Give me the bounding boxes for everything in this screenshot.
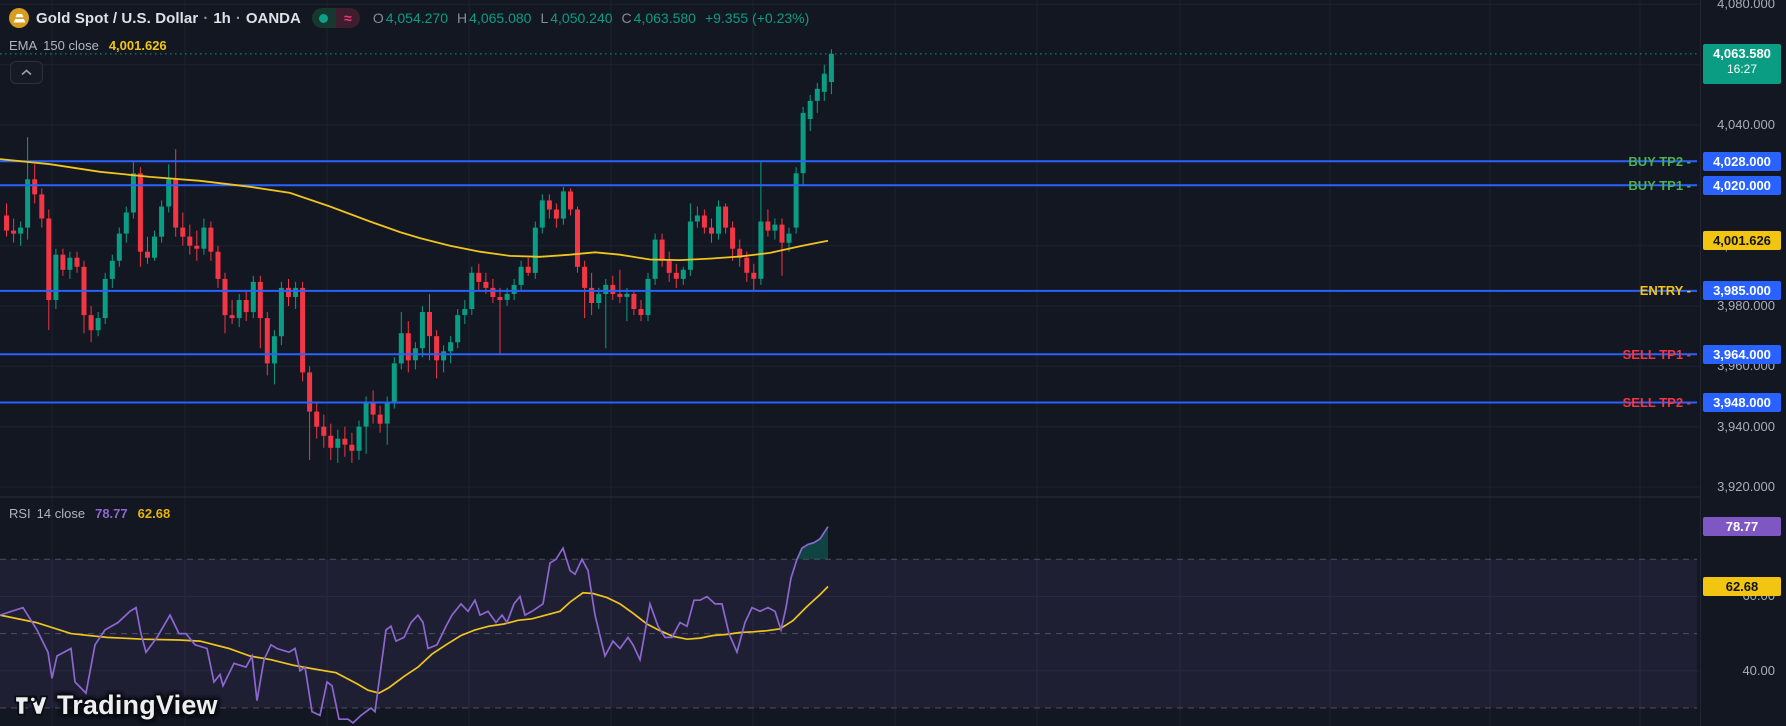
level-price-badge-buy-tp2[interactable]: 4,028.000 [1703,152,1781,171]
level-label-buy-tp1[interactable]: BUY TP1 - [1628,178,1691,193]
collapse-pane-button[interactable] [10,61,43,84]
current-price-badge[interactable]: 4,063.580 16:27 [1703,44,1781,84]
separator-dot: · [235,9,241,27]
rsi-ma-line[interactable] [0,585,829,695]
ema-value-badge: 4,001.626 [1703,231,1781,250]
level-label-entry[interactable]: ENTRY - [1639,283,1691,298]
interval-label: 1h [213,9,231,27]
exchange-label: OANDA [245,9,301,27]
tradingview-logo-text: TradingView [57,690,218,720]
high-value: 4,065.080 [469,10,532,26]
price-tick: 4,080.000 [1717,0,1775,11]
price-tick: 3,920.000 [1717,479,1775,494]
gold-symbol-icon [9,8,29,28]
rsi-ma-value: 62.68 [137,506,171,521]
change-value: +9.355 (+0.23%) [704,10,810,26]
rsi-value-badge: 78.77 [1703,517,1781,536]
candlestick-series [4,49,834,463]
price-scale[interactable]: 4,080.0004,060.0004,040.0004,020.0004,00… [1700,0,1786,726]
level-price-badge-entry[interactable]: 3,985.000 [1703,281,1781,300]
ema-value: 4,001.626 [108,37,167,53]
rsi-params: 14 close [36,506,86,521]
level-price-badge-buy-tp1[interactable]: 4,020.000 [1703,176,1781,195]
low-key: L [540,10,549,26]
close-value: 4,063.580 [633,10,696,26]
level-price-badge-sell-tp2[interactable]: 3,948.000 [1703,393,1781,412]
market-status-pill: ≈ [311,8,360,28]
tradingview-logo[interactable]: TradingView [14,690,218,721]
symbol-legend[interactable]: Gold Spot / U.S. Dollar · 1h · OANDA ≈ O… [9,7,809,29]
chevron-up-icon [21,69,32,76]
price-tick: 3,940.000 [1717,419,1775,434]
level-price-badge-sell-tp1[interactable]: 3,964.000 [1703,345,1781,364]
tradingview-logo-icon [14,695,48,716]
ema-name: EMA [9,37,38,53]
main-pane-legend: Gold Spot / U.S. Dollar · 1h · OANDA ≈ O… [9,7,809,54]
high-key: H [457,10,468,26]
open-key: O [372,10,384,26]
delayed-data-icon[interactable]: ≈ [335,8,360,28]
level-label-buy-tp2[interactable]: BUY TP2 - [1628,154,1691,169]
rsi-ma-value-badge: 62.68 [1703,577,1781,596]
rsi-name: RSI [9,506,31,521]
market-open-icon[interactable] [311,8,336,28]
symbol-title: Gold Spot / U.S. Dollar [36,9,199,27]
open-value: 4,054.270 [385,10,449,26]
separator-dot: · [203,9,209,27]
level-label-sell-tp1[interactable]: SELL TP1 - [1622,347,1691,362]
ema-indicator-legend[interactable]: EMA 150 close 4,001.626 [9,36,809,54]
ohlc-readout: O 4,054.270 H 4,065.080 L 4,050.240 C 4,063.… [373,10,809,26]
rsi-value: 78.77 [95,506,128,521]
rsi-indicator-legend[interactable]: RSI 14 close 78.77 62.68 [9,506,170,521]
level-label-sell-tp2[interactable]: SELL TP2 - [1622,395,1691,410]
rsi-tick: 40.00 [1742,663,1775,678]
price-tick: 4,040.000 [1717,117,1775,132]
low-value: 4,050.240 [550,10,613,26]
rsi-line[interactable] [0,526,829,725]
ema-line[interactable] [0,158,829,262]
rsi-overbought-fill [797,526,828,560]
close-key: C [621,10,632,26]
bar-countdown: 16:27 [1726,62,1758,76]
ema-params: 150 close [43,37,99,53]
price-tick: 3,980.000 [1717,298,1775,313]
